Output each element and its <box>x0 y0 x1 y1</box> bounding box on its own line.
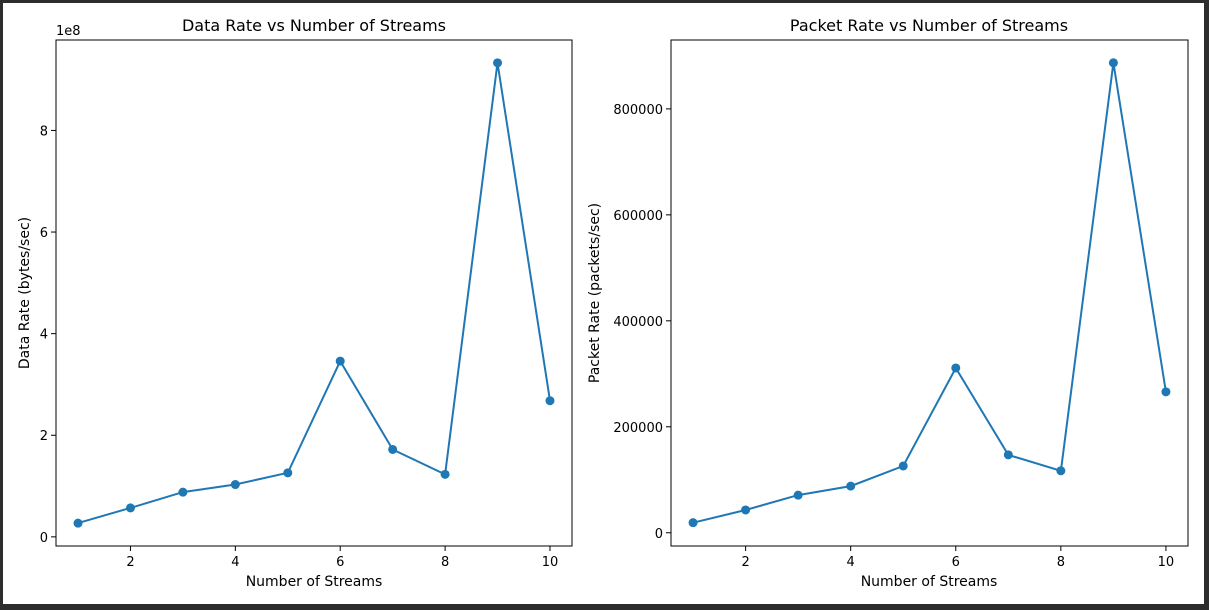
y-axis-label: Packet Rate (packets/sec) <box>587 203 603 383</box>
data-point <box>335 356 345 366</box>
data-point <box>73 518 83 528</box>
data-point <box>545 396 555 406</box>
series-markers <box>73 58 555 528</box>
y-tick-label: 200000 <box>613 421 663 436</box>
figure-canvas: Data Rate vs Number of Streams 1e8 2 4 6 8 1… <box>3 3 1204 604</box>
y-tick-label: 4 <box>40 328 48 343</box>
x-tick-label: 10 <box>1158 555 1175 570</box>
data-point <box>846 481 856 491</box>
data-point <box>1161 387 1171 397</box>
x-axis-label: Number of Streams <box>861 574 998 590</box>
figure-svg: Data Rate vs Number of Streams 1e8 2 4 6 8 1… <box>17 16 1189 590</box>
y-offset-label: 1e8 <box>56 24 81 39</box>
y-tick-label: 6 <box>40 226 48 241</box>
data-point <box>1056 466 1066 476</box>
data-point <box>898 461 908 471</box>
plot-area <box>670 39 1189 547</box>
x-tick-label: 8 <box>441 555 449 570</box>
y-tick-label: 800000 <box>613 103 663 118</box>
data-point <box>741 505 751 515</box>
data-point <box>178 487 188 497</box>
y-tick-label: 0 <box>655 527 663 542</box>
y-axis-ticks: 0 200000 400000 600000 800000 <box>613 103 671 542</box>
x-tick-label: 8 <box>1057 555 1065 570</box>
y-tick-label: 0 <box>40 531 48 546</box>
data-point <box>283 468 293 478</box>
x-axis-ticks: 2 4 6 8 10 <box>126 546 558 570</box>
x-tick-label: 4 <box>231 555 239 570</box>
chart-title: Data Rate vs Number of Streams <box>182 16 446 35</box>
x-axis-label: Number of Streams <box>246 574 383 590</box>
plot-area <box>55 39 573 547</box>
y-tick-label: 8 <box>40 124 48 139</box>
data-point <box>1108 58 1118 68</box>
data-point <box>440 469 450 479</box>
x-axis-ticks: 2 4 6 8 10 <box>741 546 1174 570</box>
data-point <box>388 444 398 454</box>
y-axis-label: Data Rate (bytes/sec) <box>17 217 33 369</box>
x-tick-label: 6 <box>336 555 344 570</box>
x-tick-label: 6 <box>952 555 960 570</box>
data-point <box>793 490 803 500</box>
x-tick-label: 10 <box>542 555 559 570</box>
data-point <box>493 58 503 68</box>
chart-title: Packet Rate vs Number of Streams <box>790 16 1068 35</box>
y-axis-ticks: 0 2 4 6 8 <box>40 124 56 546</box>
series-line <box>77 62 551 525</box>
data-rate-chart: Data Rate vs Number of Streams 1e8 2 4 6 8 1… <box>17 16 573 590</box>
series-markers <box>688 58 1171 528</box>
packet-rate-chart: Packet Rate vs Number of Streams 2 4 6 8 10 … <box>587 16 1189 590</box>
y-tick-label: 600000 <box>613 209 663 224</box>
x-tick-label: 2 <box>126 555 134 570</box>
y-tick-label: 2 <box>40 429 48 444</box>
data-point <box>230 480 240 490</box>
data-point <box>125 503 135 513</box>
x-tick-label: 4 <box>847 555 855 570</box>
data-point <box>688 518 698 528</box>
y-tick-label: 400000 <box>613 315 663 330</box>
data-point <box>1003 450 1013 460</box>
series-line <box>692 62 1167 524</box>
x-tick-label: 2 <box>741 555 749 570</box>
data-point <box>951 363 961 373</box>
